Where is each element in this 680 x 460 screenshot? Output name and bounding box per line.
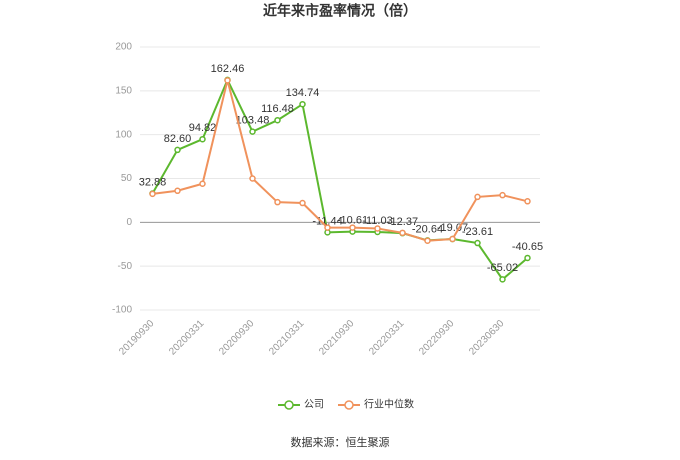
point — [299, 199, 306, 207]
point — [474, 239, 481, 247]
data-label: -12.37 — [387, 216, 418, 228]
series-line — [151, 77, 529, 281]
data-label: -65.02 — [487, 262, 518, 274]
y-tick-label: 50 — [121, 173, 133, 184]
point — [399, 229, 406, 237]
point — [424, 237, 431, 244]
point — [274, 116, 281, 124]
x-tick-label: 20190930 — [117, 318, 157, 358]
point — [199, 180, 206, 188]
point — [249, 175, 256, 182]
y-tick-label: -50 — [118, 261, 133, 272]
x-tick-label: 20230630 — [467, 318, 507, 358]
point — [174, 187, 181, 195]
point — [349, 224, 356, 231]
data-label: 82.60 — [164, 133, 192, 145]
data-label: 134.74 — [286, 87, 320, 99]
legend-marker — [284, 400, 294, 410]
point — [499, 191, 506, 199]
point — [199, 135, 206, 143]
data-label: -11.44 — [312, 215, 342, 227]
data-label: -40.65 — [512, 241, 543, 253]
data-label: 103.48 — [236, 115, 270, 127]
chart-title: 近年来市盈率情况（倍） — [263, 3, 417, 19]
legend-label: 公司 — [304, 400, 324, 411]
legend-label: 行业中位数 — [364, 398, 414, 411]
data-label: -20.64 — [412, 223, 443, 235]
data-label: -10.61 — [337, 215, 368, 227]
data-label: 32.88 — [139, 176, 167, 188]
data-label: 94.82 — [189, 122, 217, 134]
data-label: 162.46 — [211, 63, 245, 75]
point — [274, 198, 281, 206]
x-tick-label: 20200331 — [167, 318, 207, 358]
point — [449, 235, 456, 243]
data-label: -11.03 — [362, 215, 392, 227]
x-tick-label: 20210930 — [317, 318, 357, 358]
series-line — [152, 80, 528, 242]
point — [374, 225, 381, 232]
x-tick-label: 20220331 — [367, 318, 407, 358]
y-tick-label: -100 — [112, 305, 132, 316]
legend-marker — [344, 400, 354, 410]
point — [174, 146, 181, 154]
point — [249, 128, 256, 135]
data-label: -23.61 — [462, 226, 493, 238]
y-tick-label: 0 — [126, 217, 132, 228]
point — [499, 276, 506, 283]
point — [224, 77, 231, 84]
point — [524, 198, 531, 205]
point — [299, 100, 306, 108]
y-tick-label: 100 — [115, 129, 132, 140]
x-tick-label: 20210331 — [267, 318, 307, 358]
data-label: 116.48 — [261, 103, 294, 115]
x-tick-label: 20220930 — [417, 318, 457, 358]
point — [324, 224, 331, 231]
y-tick-label: 150 — [115, 85, 132, 96]
x-tick-label: 20200930 — [217, 318, 257, 358]
point — [524, 254, 531, 262]
y-tick-label: 200 — [115, 42, 132, 53]
point — [149, 190, 156, 198]
source: 数据来源：恒生聚源 — [291, 435, 390, 449]
point — [474, 193, 481, 201]
